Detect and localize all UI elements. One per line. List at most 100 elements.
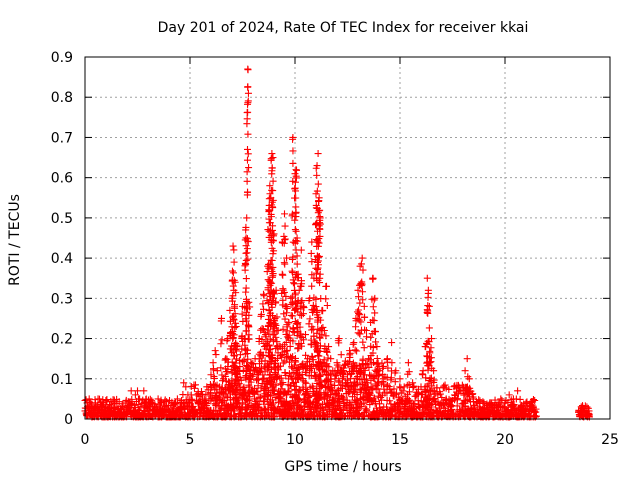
- data-point: [217, 340, 225, 348]
- data-point: [262, 331, 270, 339]
- data-point: [365, 390, 373, 398]
- data-point: [273, 355, 281, 363]
- data-point: [360, 344, 368, 352]
- data-point: [349, 405, 357, 413]
- data-point: [296, 405, 304, 413]
- data-point: [274, 327, 282, 335]
- data-point: [194, 399, 202, 407]
- data-point: [276, 388, 284, 396]
- data-point: [351, 382, 359, 390]
- data-point: [231, 310, 239, 318]
- data-point: [226, 390, 234, 398]
- data-point: [353, 347, 361, 355]
- data-point: [281, 210, 288, 218]
- data-point: [426, 358, 434, 366]
- data-point: [244, 65, 252, 73]
- data-point: [144, 403, 152, 411]
- data-point: [269, 222, 277, 230]
- data-point: [222, 368, 230, 376]
- data-point: [361, 326, 369, 334]
- data-point: [301, 395, 309, 403]
- data-point: [224, 335, 232, 343]
- data-point: [306, 315, 314, 323]
- data-point: [241, 335, 249, 343]
- data-point: [475, 396, 483, 404]
- data-point: [417, 383, 425, 391]
- data-point: [297, 246, 305, 254]
- data-point: [268, 150, 276, 158]
- data-point: [137, 403, 145, 411]
- data-point: [264, 326, 272, 334]
- data-point: [290, 280, 298, 288]
- data-point: [372, 338, 380, 346]
- data-point: [260, 374, 268, 382]
- data-point: [253, 375, 261, 383]
- data-point: [331, 375, 339, 383]
- data-point: [165, 407, 173, 415]
- data-point: [261, 405, 269, 413]
- data-point: [265, 195, 273, 203]
- data-point: [365, 363, 373, 371]
- data-point: [232, 347, 240, 355]
- data-point: [267, 194, 275, 202]
- data-point: [318, 306, 326, 314]
- data-point: [280, 288, 288, 296]
- data-point: [484, 407, 492, 415]
- data-point: [289, 147, 297, 155]
- data-point: [272, 370, 280, 378]
- data-point: [470, 395, 477, 403]
- data-point: [355, 316, 363, 324]
- data-point: [353, 404, 361, 412]
- data-point: [317, 316, 325, 324]
- data-point: [371, 294, 379, 302]
- data-point: [278, 238, 286, 246]
- data-point: [461, 399, 469, 407]
- data-point: [308, 238, 316, 246]
- data-point: [190, 407, 198, 415]
- data-point: [272, 333, 280, 341]
- data-point: [242, 275, 250, 283]
- data-point: [268, 170, 276, 178]
- data-point: [297, 298, 305, 306]
- data-point: [206, 392, 214, 400]
- data-point: [234, 396, 242, 404]
- data-point: [209, 359, 217, 367]
- tick-labels: 0 0.1 0.2 0.3 0.4 0.5 0.6 0.7 0.8 0.9 0 5 10 15 20 25: [51, 50, 619, 448]
- data-point: [297, 330, 305, 338]
- data-point: [305, 394, 313, 402]
- data-point: [426, 347, 434, 355]
- data-point: [283, 304, 291, 312]
- data-point: [293, 260, 301, 268]
- data-point: [373, 355, 381, 363]
- data-point: [100, 407, 108, 415]
- data-point: [245, 322, 253, 330]
- data-point: [292, 166, 300, 174]
- data-point: [315, 194, 323, 202]
- data-point: [268, 396, 276, 404]
- data-point: [500, 403, 508, 411]
- data-point: [306, 392, 314, 400]
- data-point: [271, 360, 279, 368]
- data-point: [280, 259, 288, 267]
- data-point: [322, 376, 330, 384]
- data-point: [270, 363, 278, 371]
- data-point: [316, 334, 324, 342]
- data-point: [289, 269, 297, 277]
- data-point: [362, 327, 370, 335]
- data-point: [428, 403, 436, 411]
- data-point: [445, 385, 453, 393]
- data-point: [298, 297, 306, 305]
- data-point: [136, 395, 144, 403]
- data-point: [349, 387, 357, 395]
- y-axis-label: ROTI / TECUs: [7, 194, 23, 286]
- data-point: [372, 385, 380, 393]
- data-point: [244, 89, 252, 97]
- data-point: [295, 395, 303, 403]
- data-point: [429, 396, 437, 404]
- data-point: [276, 343, 284, 351]
- data-point: [425, 324, 433, 332]
- data-point: [346, 347, 354, 355]
- data-point: [424, 366, 432, 374]
- data-point: [240, 356, 248, 364]
- data-point: [283, 346, 291, 354]
